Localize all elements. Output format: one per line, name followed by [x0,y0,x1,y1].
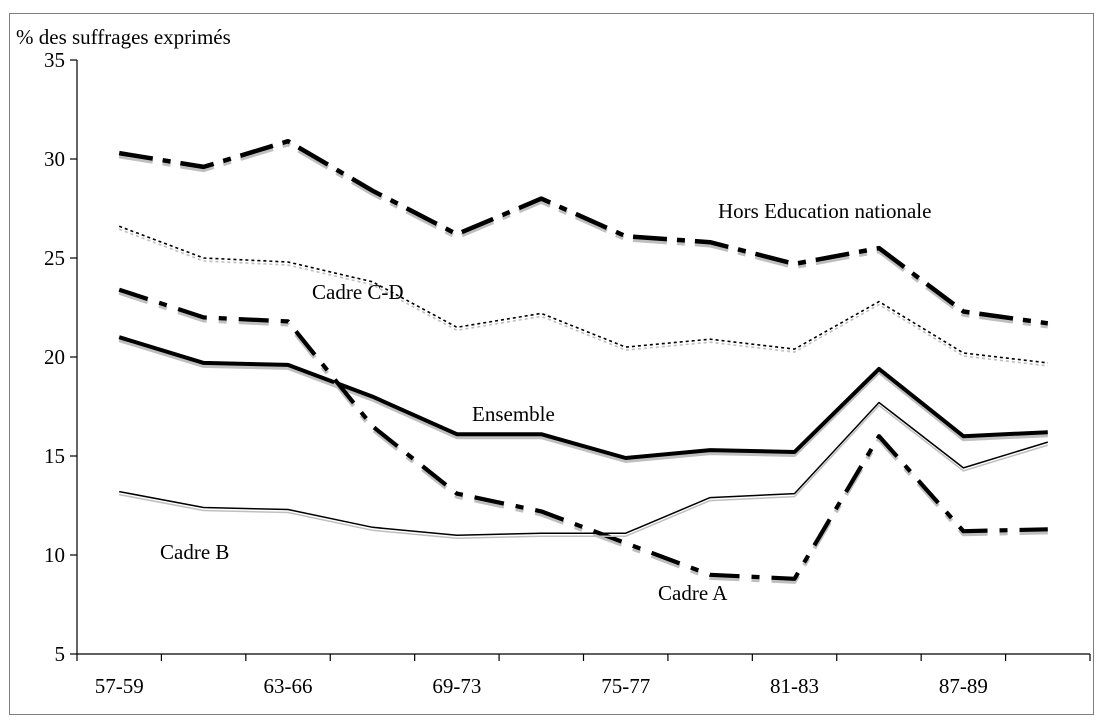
series-layer [118,138,1049,584]
x-tick-label: 87-89 [939,674,988,698]
series-ensemble [118,335,1048,463]
series-line-shadow [118,338,1048,463]
y-tick-labels: 5 10 15 20 25 30 35 [44,48,65,666]
line-chart: % des suffrages exprimés 5 10 15 20 25 30 35 5… [16,25,1091,698]
y-tick-label: 10 [44,543,65,567]
series-line [118,225,1048,364]
series-label-hors-education-nationale: Hors Education nationale [718,199,931,223]
y-axis-label: % des suffrages exprimés [16,25,231,49]
series-cadre-a [118,287,1048,584]
series-label-cadre-c-d: Cadre C-D [312,280,404,304]
series-hors-education-nationale [118,138,1049,329]
series-line [118,287,1048,581]
y-tick-label: 20 [44,345,65,369]
x-tick-label: 75-77 [601,674,650,698]
x-tick-labels: 57-59 63-66 69-73 75-77 81-83 87-89 [95,674,988,698]
series-line [118,335,1048,460]
series-label-cadre-a: Cadre A [658,581,728,605]
chart-frame: % des suffrages exprimés 5 10 15 20 25 30 35 5… [9,13,1094,715]
series-line-shadow [118,228,1048,367]
x-tick-label: 63-66 [264,674,313,698]
axes [70,59,1091,661]
x-tick-label: 69-73 [432,674,481,698]
series-cadre-c-d [118,225,1048,367]
series-line [119,401,1049,536]
annotation-layer: Hors Education nationale Cadre C-D Ensembl… [160,199,931,605]
x-tick-label: 81-83 [770,674,819,698]
y-tick-label: 30 [44,147,65,171]
y-tick-label: 25 [44,246,65,270]
x-tick-label: 57-59 [95,674,144,698]
y-tick-label: 15 [44,444,65,468]
y-tick-label: 5 [55,642,66,666]
series-cadre-b [119,401,1049,539]
series-line-shadow [118,290,1048,584]
series-line-shadow [118,141,1049,329]
y-tick-label: 35 [44,48,65,72]
series-label-cadre-b: Cadre B [160,540,229,564]
series-line [118,138,1049,326]
series-line-shadow [119,404,1049,539]
series-label-ensemble: Ensemble [472,402,555,426]
